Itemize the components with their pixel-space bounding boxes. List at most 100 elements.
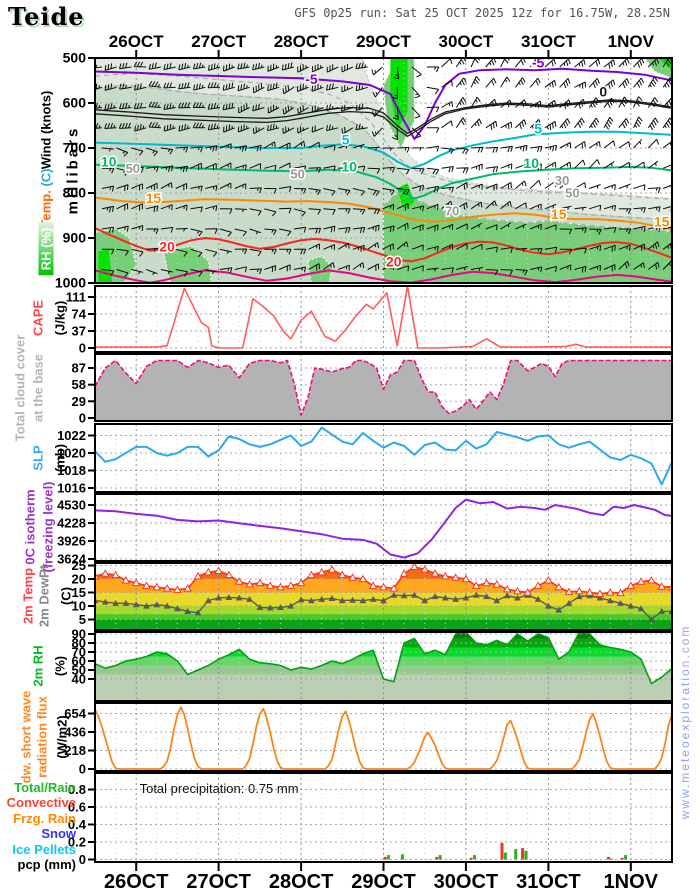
y-tick-label: 90 xyxy=(72,627,86,642)
date-label-top: 30OCT xyxy=(439,32,494,51)
y-tick-label: 0.4 xyxy=(68,817,87,832)
date-label-bottom: 28OCT xyxy=(269,871,333,893)
y-tick-label: 4530 xyxy=(57,498,86,513)
y-tick-label: 700 xyxy=(63,140,87,156)
y-tick-label: 654 xyxy=(64,706,86,721)
y-tick-label: 800 xyxy=(63,185,87,201)
date-label-top: 1NOV xyxy=(608,32,655,51)
y-tick-label: 436 xyxy=(64,725,86,740)
y-tick-label: 29 xyxy=(72,394,86,409)
watermark: www.meteoexploration.com xyxy=(678,624,692,820)
contour-label: -5 xyxy=(532,55,545,71)
y-tick-label: 0 xyxy=(79,762,86,777)
frz-line xyxy=(95,498,672,559)
temp-axis-unit: (C) xyxy=(38,168,54,187)
precip-legend: Total/Rain Convective Frzg. Rain Snow Ic… xyxy=(0,780,76,872)
date-label-top: 28OCT xyxy=(274,32,329,51)
temp-axis-label: Temp. (C) xyxy=(39,169,54,228)
y-tick-label: 0.2 xyxy=(68,835,86,850)
y-tick-label: 1016 xyxy=(57,481,86,496)
precip-legend-frzg-rain: Frzg. Rain xyxy=(13,810,76,826)
date-label-bottom: 31OCT xyxy=(516,871,580,893)
precip-unit-label: pcp (mm) xyxy=(17,857,77,873)
slp-line xyxy=(95,426,672,486)
y-tick-label: 40 xyxy=(72,672,86,687)
rh2m-line xyxy=(95,632,672,685)
millibars-axis-label: millibars xyxy=(64,125,82,215)
freezing-label-line2: (freezing level) xyxy=(40,481,56,573)
freezing-label-line1: 0C isotherm xyxy=(22,489,38,565)
y-tick-label: 74 xyxy=(72,307,87,322)
y-tick-label: 0.8 xyxy=(68,782,86,797)
y-tick-label: 500 xyxy=(63,50,87,66)
date-label-bottom: 29OCT xyxy=(351,871,415,893)
y-tick-label: 0 xyxy=(79,852,86,867)
y-tick-label: 600 xyxy=(63,95,87,111)
date-label-bottom: 27OCT xyxy=(186,871,250,893)
contour-label: 5 xyxy=(342,131,350,147)
precip-legend-snow: Snow xyxy=(41,826,76,842)
contour-label: 20 xyxy=(386,253,402,269)
precip-bars xyxy=(383,842,628,860)
wind-axis-label: Wind (knots) xyxy=(39,91,54,170)
contour-label: 15 xyxy=(551,206,567,222)
contour-label: 70 xyxy=(445,204,459,219)
date-label-bottom: 26OCT xyxy=(104,871,168,893)
y-tick-label: 37 xyxy=(72,324,86,339)
date-label-bottom: 30OCT xyxy=(434,871,498,893)
radiation-unit-label: (W/m2) xyxy=(54,715,70,759)
y-tick-label: 20 xyxy=(72,572,86,587)
y-tick-label: 15 xyxy=(72,585,86,600)
rad-line xyxy=(95,706,672,770)
contour-label: 50 xyxy=(565,186,579,201)
y-tick-label: 0 xyxy=(79,341,86,356)
cloud-cover-area xyxy=(95,360,672,421)
cape-line xyxy=(95,286,672,349)
precip-legend-total-rain: Total/Rain xyxy=(14,780,76,795)
slp-label: SLP xyxy=(30,445,46,471)
y-tick-label: 900 xyxy=(63,230,87,246)
rh-axis-label-text: RH (%) xyxy=(38,222,54,276)
date-label-bottom: 1NOV xyxy=(604,871,659,893)
contour-label: 15 xyxy=(146,190,162,206)
y-tick-label: 25 xyxy=(72,558,86,573)
rh2m-label: 2m RH xyxy=(30,645,46,687)
cape-label: CAPE xyxy=(30,299,46,337)
contour-label: 10 xyxy=(523,155,539,171)
contour-label: 5 xyxy=(534,121,542,137)
date-label-top: 29OCT xyxy=(356,32,411,51)
y-tick-label: 70 xyxy=(72,645,86,660)
cloud-label-line1: Total cloud cover xyxy=(12,334,28,442)
y-tick-label: 1022 xyxy=(57,428,86,443)
y-tick-label: 50 xyxy=(72,663,86,678)
y-tick-label: 58 xyxy=(72,377,86,392)
temp2m-label: 2m Temp xyxy=(20,567,36,625)
y-tick-label: 0 xyxy=(79,411,86,426)
y-tick-label: 10 xyxy=(72,599,86,614)
cloud-line xyxy=(95,359,672,416)
contour-label: -5 xyxy=(305,71,318,87)
y-tick-label: 1000 xyxy=(55,275,86,291)
date-label-top: 31OCT xyxy=(521,32,576,51)
radiation-label-line2: radiation flux xyxy=(34,696,50,778)
contour-label: 10 xyxy=(101,153,117,169)
cape-unit-label: (J/kg) xyxy=(52,300,68,336)
cloud-label-line2: at the base xyxy=(30,354,46,422)
y-tick-label: 111 xyxy=(66,290,86,305)
rh-axis-label: RH (%) xyxy=(38,222,54,276)
precip-legend-convective: Convective xyxy=(6,795,76,811)
y-tick-label: 3624 xyxy=(57,552,87,567)
date-label-top: 26OCT xyxy=(109,32,164,51)
wind-axis-label-text: Wind (knots) xyxy=(38,90,54,170)
contour-label: 10 xyxy=(341,158,357,174)
y-tick-label: 4228 xyxy=(57,516,86,531)
radiation-label-line1: dw. short wave xyxy=(18,690,34,784)
y-tick-label: 3926 xyxy=(57,534,86,549)
contour-label: 50 xyxy=(290,167,304,182)
rh2m-unit-label: (%) xyxy=(52,655,68,677)
contour-label: 20 xyxy=(159,239,175,255)
dewpt2m-label: 2m DewPt xyxy=(36,564,52,628)
contour-label: 15 xyxy=(654,213,670,229)
